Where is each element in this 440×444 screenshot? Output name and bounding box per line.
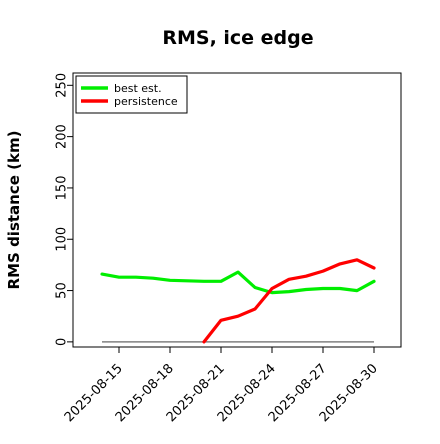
- y-tick-label: 200: [55, 124, 70, 149]
- y-axis-label: RMS distance (km): [5, 131, 23, 290]
- legend-label: persistence: [114, 95, 178, 108]
- y-tick-label: 0: [55, 338, 70, 346]
- chart-title: RMS, ice edge: [162, 27, 313, 49]
- legend: best est.persistence: [76, 76, 187, 113]
- y-tick-label: 150: [55, 176, 70, 201]
- legend-label: best est.: [114, 82, 162, 95]
- y-tick-label: 100: [55, 227, 70, 252]
- y-tick-label: 50: [55, 282, 70, 299]
- y-tick-label: 250: [55, 73, 70, 98]
